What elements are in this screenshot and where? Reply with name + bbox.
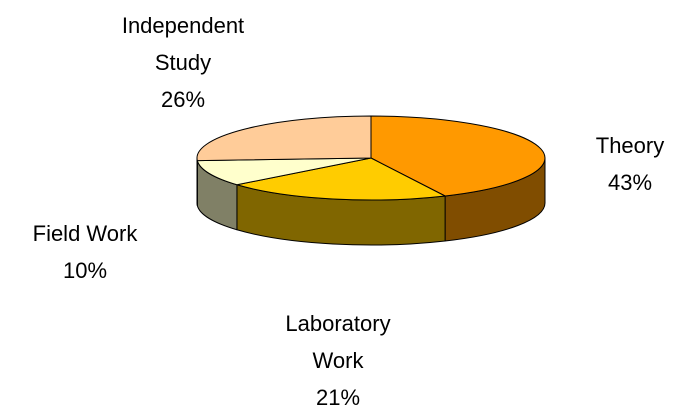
category-label: Independent Study [108,7,258,81]
category-label: Laboratory Work [273,305,403,379]
page: {"chart_data": {"type": "pie", "categori… [0,0,697,407]
percent-label: 21% [273,379,403,416]
percent-label: 43% [570,164,690,201]
percent-label: 10% [0,252,170,289]
category-label: Field Work [0,215,170,252]
pie-slice [197,116,371,161]
percent-label: 26% [108,81,258,118]
category-label: Theory [570,127,690,164]
